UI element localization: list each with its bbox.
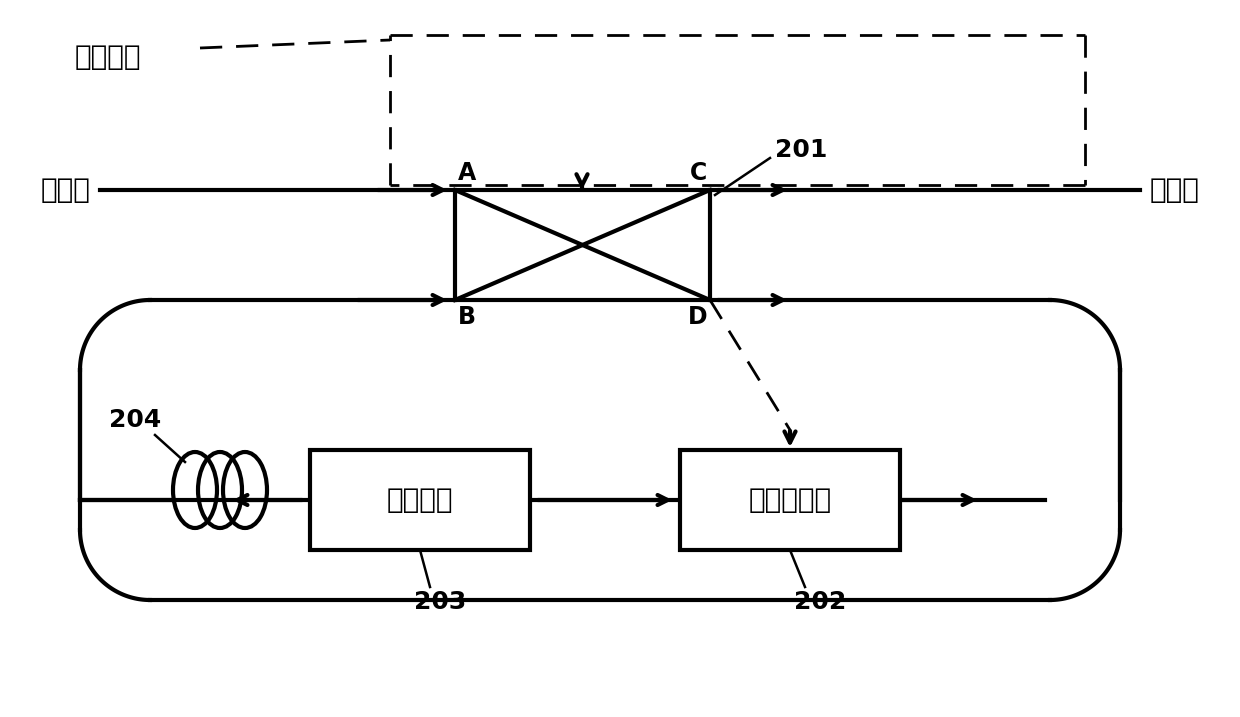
Text: 203: 203 [414, 590, 466, 614]
Text: 输出光: 输出光 [1149, 176, 1200, 204]
Text: D: D [687, 305, 707, 329]
Bar [310, 450, 529, 550]
Text: 204: 204 [109, 408, 161, 432]
Text: 光放大器: 光放大器 [387, 486, 454, 514]
Text: 202: 202 [794, 590, 846, 614]
Text: A: A [458, 161, 476, 185]
Text: 声光移频器: 声光移频器 [749, 486, 832, 514]
Text: 201: 201 [775, 138, 827, 162]
Bar [455, 190, 711, 300]
Bar [680, 450, 900, 550]
Text: C: C [689, 161, 707, 185]
Text: 触发信号: 触发信号 [74, 43, 141, 71]
Text: B: B [458, 305, 476, 329]
Text: 输入光: 输入光 [40, 176, 91, 204]
